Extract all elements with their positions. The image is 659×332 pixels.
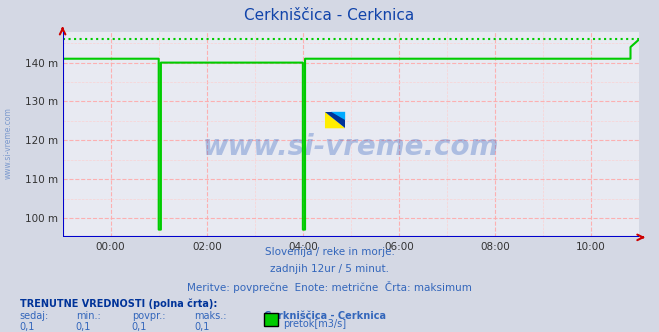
Text: pretok[m3/s]: pretok[m3/s] <box>283 319 347 329</box>
Text: www.si-vreme.com: www.si-vreme.com <box>203 133 499 161</box>
Polygon shape <box>331 112 345 120</box>
Text: TRENUTNE VREDNOSTI (polna črta):: TRENUTNE VREDNOSTI (polna črta): <box>20 299 217 309</box>
Text: 0,1: 0,1 <box>194 322 210 332</box>
Polygon shape <box>325 112 345 128</box>
Text: povpr.:: povpr.: <box>132 311 165 321</box>
Text: 0,1: 0,1 <box>132 322 147 332</box>
Text: sedaj:: sedaj: <box>20 311 49 321</box>
Text: min.:: min.: <box>76 311 101 321</box>
Text: Meritve: povprečne  Enote: metrične  Črta: maksimum: Meritve: povprečne Enote: metrične Črta:… <box>187 281 472 292</box>
Text: zadnjih 12ur / 5 minut.: zadnjih 12ur / 5 minut. <box>270 264 389 274</box>
Text: Slovenija / reke in morje.: Slovenija / reke in morje. <box>264 247 395 257</box>
Text: Cerkniščica - Cerknica: Cerkniščica - Cerknica <box>264 311 386 321</box>
Text: www.si-vreme.com: www.si-vreme.com <box>3 107 13 179</box>
Text: maks.:: maks.: <box>194 311 227 321</box>
Text: 0,1: 0,1 <box>76 322 91 332</box>
Text: Cerkniščica - Cerknica: Cerkniščica - Cerknica <box>244 8 415 23</box>
Text: 0,1: 0,1 <box>20 322 35 332</box>
Polygon shape <box>325 112 345 128</box>
